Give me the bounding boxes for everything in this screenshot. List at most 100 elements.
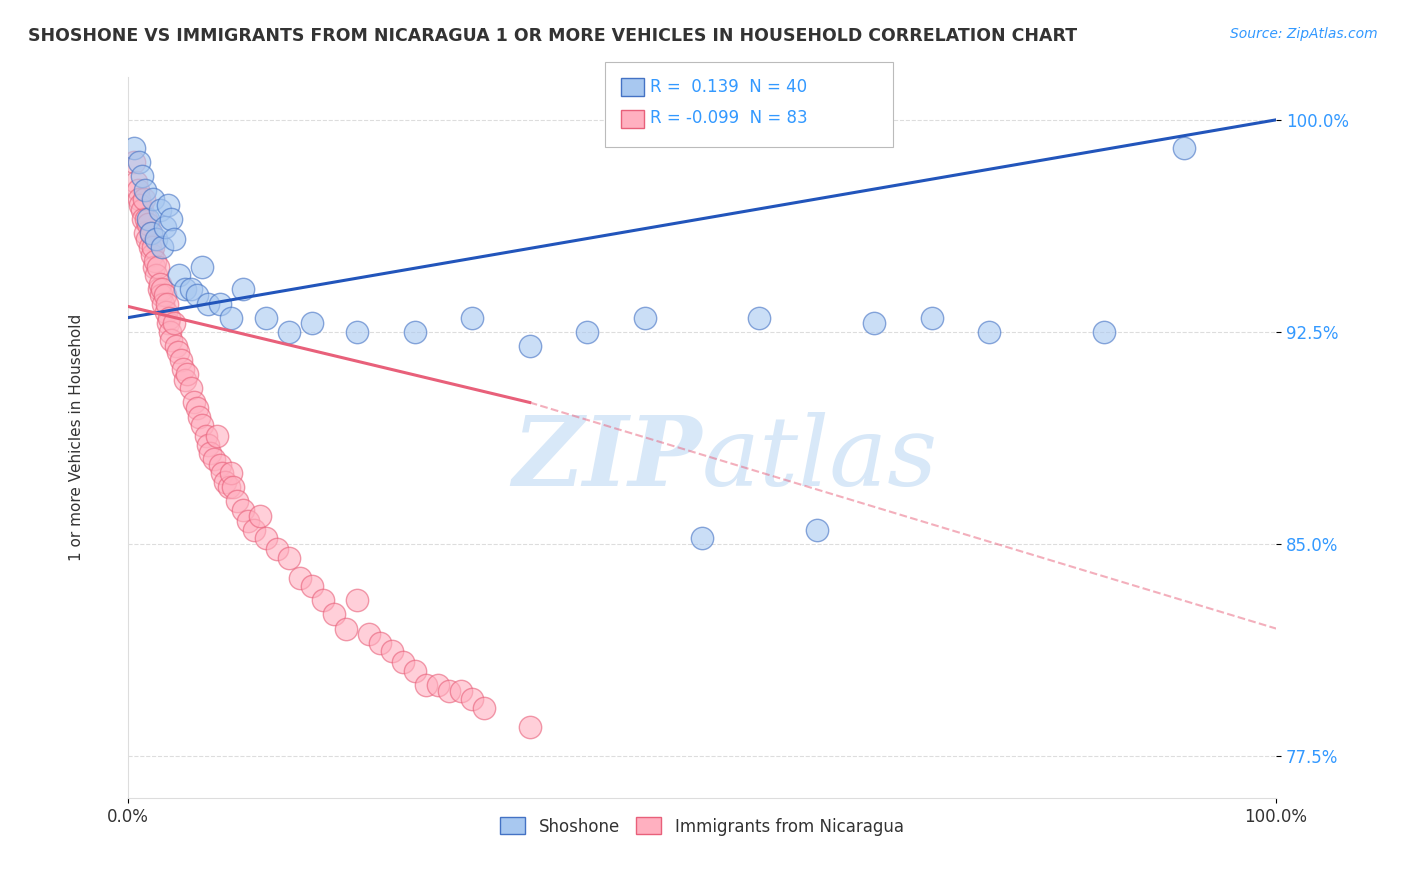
Text: SHOSHONE VS IMMIGRANTS FROM NICARAGUA 1 OR MORE VEHICLES IN HOUSEHOLD CORRELATIO: SHOSHONE VS IMMIGRANTS FROM NICARAGUA 1 … [28,27,1077,45]
Point [690,531,713,545]
Point [139,226,162,240]
Point [142,240,165,254]
Point [180,282,202,296]
Point [748,310,770,325]
Point [519,339,541,353]
Point [135,211,157,226]
Point [312,593,335,607]
Point [202,452,225,467]
Point [461,692,484,706]
Point [806,523,828,537]
Point [169,268,191,283]
Point [186,401,208,416]
Point [426,678,449,692]
Point [254,310,277,325]
Text: atlas: atlas [702,412,938,507]
Point [208,458,231,472]
Point [134,184,156,198]
Point [180,381,202,395]
Point [1173,141,1195,155]
Point [139,226,162,240]
Point [222,480,245,494]
Point [172,361,194,376]
Point [160,333,183,347]
Point [472,700,495,714]
Point [163,231,186,245]
Point [243,523,266,537]
Point [1092,325,1115,339]
Point [301,316,323,330]
Text: 1 or more Vehicles in Household: 1 or more Vehicles in Household [69,314,83,561]
Point [277,325,299,339]
Point [186,288,208,302]
Point [249,508,271,523]
Point [519,721,541,735]
Point [156,296,179,310]
Point [381,644,404,658]
Point [149,277,172,291]
Point [277,550,299,565]
Point [392,656,415,670]
Point [141,248,163,262]
Point [138,211,160,226]
Point [131,211,153,226]
Point [122,155,145,169]
Point [863,316,886,330]
Point [152,296,174,310]
Point [633,310,655,325]
Point [134,226,156,240]
Point [122,141,145,155]
Point [214,475,236,489]
Point [160,211,183,226]
Text: ZIP: ZIP [512,412,702,507]
Point [346,593,368,607]
Point [288,571,311,585]
Point [207,429,229,443]
Point [439,683,461,698]
Point [146,260,169,274]
Text: R =  0.139  N = 40: R = 0.139 N = 40 [650,78,807,95]
Point [450,683,472,698]
Point [208,296,231,310]
Point [129,197,152,211]
Point [131,169,153,184]
Point [159,325,181,339]
Point [138,218,160,232]
Point [163,316,186,330]
Point [125,175,148,189]
Point [232,503,254,517]
Point [174,373,197,387]
Point [149,203,172,218]
Point [211,466,233,480]
Point [461,310,484,325]
Point [404,664,426,678]
Point [194,429,217,443]
Legend: Shoshone, Immigrants from Nicaragua: Shoshone, Immigrants from Nicaragua [492,809,912,844]
Point [301,579,323,593]
Point [157,310,180,325]
Point [191,260,214,274]
Point [169,353,191,368]
Point [148,282,170,296]
Point [150,282,173,296]
Point [404,325,426,339]
Point [238,514,260,528]
Point [415,678,437,692]
Point [266,542,288,557]
Point [142,192,165,206]
Point [921,310,943,325]
Point [174,282,197,296]
Text: Source: ZipAtlas.com: Source: ZipAtlas.com [1230,27,1378,41]
Point [346,325,368,339]
Point [150,288,173,302]
Point [357,627,380,641]
Point [153,220,176,235]
Point [128,155,150,169]
Point [254,531,277,545]
Point [127,184,149,198]
Point [145,268,167,283]
Point [167,344,190,359]
Point [156,197,179,211]
Point [128,192,150,206]
Point [183,395,205,409]
